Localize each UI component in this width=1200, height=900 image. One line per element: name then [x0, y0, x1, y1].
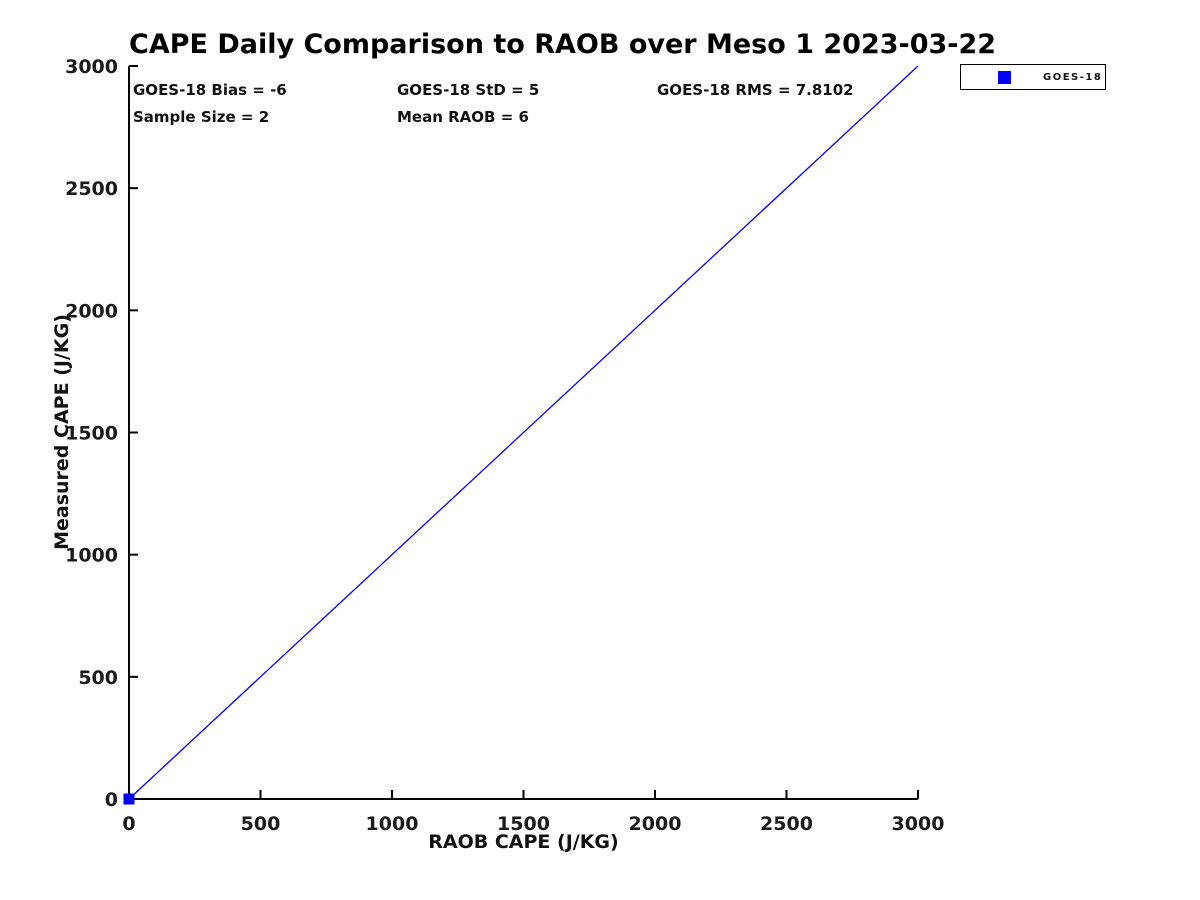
data-point-marker — [123, 793, 135, 805]
x-axis-label: RAOB CAPE (J/KG) — [428, 831, 619, 853]
stat-std: GOES-18 StD = 5 — [397, 81, 540, 99]
stat-rms: GOES-18 RMS = 7.8102 — [657, 81, 854, 99]
y-tick-label: 1500 — [65, 423, 118, 445]
legend-label: GOES-18 — [1043, 71, 1103, 83]
chart-title: CAPE Daily Comparison to RAOB over Meso … — [129, 29, 997, 60]
y-tick-label: 500 — [78, 667, 118, 689]
x-tick-label: 1000 — [366, 813, 419, 835]
legend: GOES-18 — [960, 64, 1106, 90]
y-tick-label: 0 — [105, 789, 118, 811]
x-tick-label: 1500 — [497, 813, 550, 835]
stat-bias: GOES-18 Bias = -6 — [133, 81, 287, 99]
x-tick-label: 500 — [241, 813, 281, 835]
legend-marker-square — [998, 70, 1011, 84]
identity-line — [128, 65, 919, 800]
y-tick-label: 2500 — [65, 178, 118, 200]
x-tick-label: 0 — [122, 813, 135, 835]
stat-sample-size: Sample Size = 2 — [133, 108, 270, 126]
y-tick-label: 2000 — [65, 300, 118, 322]
stat-mean-raob: Mean RAOB = 6 — [397, 108, 529, 126]
y-tick-label: 3000 — [65, 56, 118, 78]
y-tick-label: 1000 — [65, 545, 118, 567]
x-tick-label: 2500 — [760, 813, 813, 835]
x-tick-label: 3000 — [892, 813, 945, 835]
x-tick-label: 2000 — [629, 813, 682, 835]
